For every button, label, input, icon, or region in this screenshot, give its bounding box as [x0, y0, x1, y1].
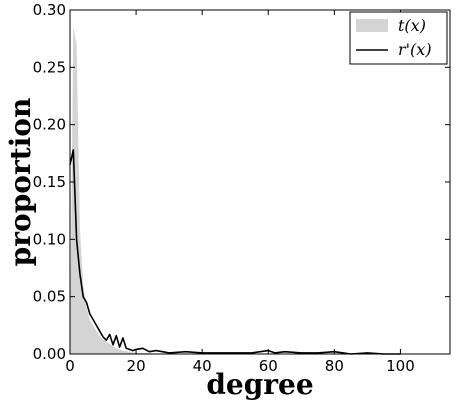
- legend: t(x) r'(x): [349, 11, 448, 65]
- x-tick-label: 100: [386, 357, 415, 375]
- x-tick-label: 80: [325, 357, 344, 375]
- x-tick-label: 40: [193, 357, 212, 375]
- y-tick-label: 0.15: [33, 173, 66, 191]
- y-tick-label: 0.05: [33, 288, 66, 306]
- y-tick-label: 0.00: [33, 345, 66, 363]
- x-axis-label: degree: [206, 368, 313, 401]
- series-area-t: [70, 27, 170, 354]
- y-tick-label: 0.25: [33, 58, 66, 76]
- x-tick-label: 0: [65, 357, 75, 375]
- x-tick-label: 60: [259, 357, 278, 375]
- y-tick-label: 0.10: [33, 230, 66, 248]
- legend-swatch-t: [356, 19, 388, 32]
- y-axis-label: proportion: [4, 98, 37, 267]
- axis-ticks: 0 20 40 60 80 100 0.00 0.05 0.10 0.15 0.20 0.25 0.30: [33, 1, 450, 375]
- legend-label-t: t(x): [398, 16, 426, 35]
- x-tick-label: 20: [127, 357, 146, 375]
- y-tick-label: 0.20: [33, 116, 66, 134]
- legend-label-r: r'(x): [398, 40, 432, 59]
- y-tick-label: 0.30: [33, 1, 66, 19]
- plot-frame: [69, 9, 451, 355]
